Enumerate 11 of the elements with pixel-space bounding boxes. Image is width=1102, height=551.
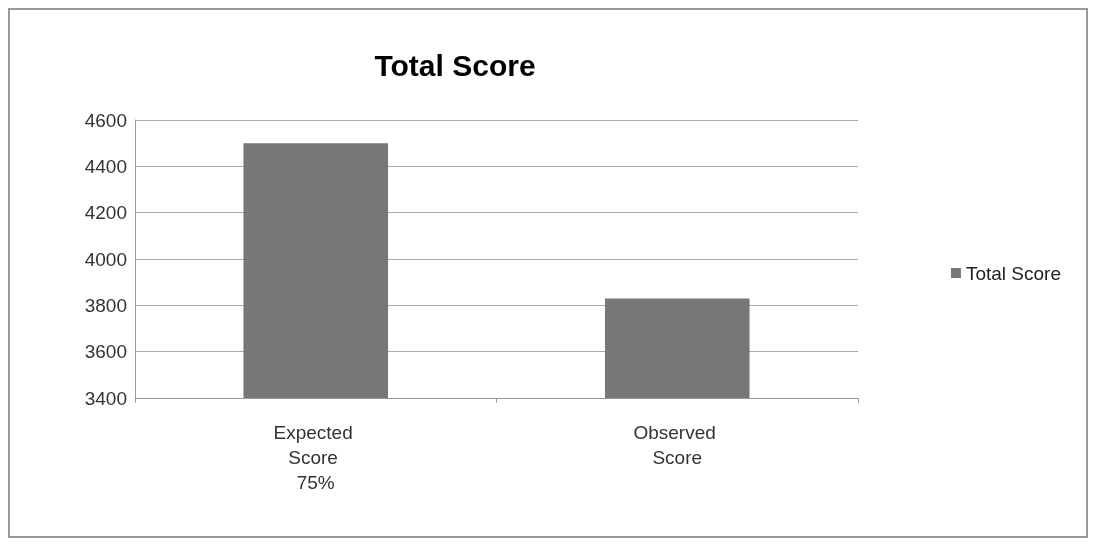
y-tick-label: 4000 [84,248,127,270]
y-tick-label: 3800 [84,294,127,316]
y-tick-label: 3600 [84,341,127,363]
y-tick-label: 4400 [84,155,127,177]
y-tick-label: 3400 [84,387,127,409]
y-tick-label: 4600 [84,109,127,131]
chart-title: Total Score [374,48,536,82]
legend-label: Total Score [965,262,1061,284]
y-tick-label: 4200 [84,202,127,224]
x-tick-label: Observed Score [633,422,722,468]
x-tick-label: Expected Score 75% [273,422,358,493]
